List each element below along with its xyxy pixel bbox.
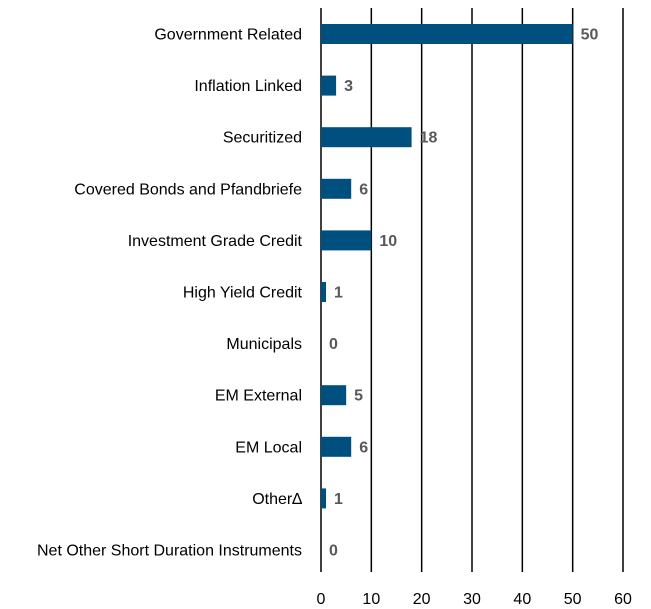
data-label: 5 [354, 388, 363, 405]
bars [321, 24, 573, 509]
category-label: Covered Bonds and Pfandbriefe [74, 181, 302, 198]
bar [321, 282, 327, 302]
category-label: Other∆ [252, 491, 302, 508]
bar [321, 385, 347, 406]
category-label: Inflation Linked [194, 78, 302, 95]
bar [321, 488, 327, 509]
data-label: 3 [344, 78, 353, 95]
bar [321, 230, 372, 251]
x-tick-label: 30 [463, 591, 481, 608]
bar [321, 75, 337, 96]
bar [321, 127, 412, 148]
category-label: High Yield Credit [183, 285, 303, 302]
category-label: Net Other Short Duration Instruments [37, 543, 302, 560]
x-axis-tick-labels: 0 10 20 30 40 50 60 [317, 591, 632, 608]
x-tick-label: 60 [614, 591, 632, 608]
data-label: 18 [420, 130, 438, 147]
x-tick-label: 40 [513, 591, 531, 608]
data-label: 10 [379, 233, 397, 250]
data-label: 0 [329, 543, 338, 560]
category-labels: Government Related Inflation Linked Securi… [37, 27, 303, 560]
x-tick-label: 0 [317, 591, 326, 608]
bar [321, 178, 352, 199]
data-label: 50 [581, 27, 599, 44]
data-label: 6 [359, 439, 368, 456]
category-label: EM Local [235, 439, 302, 456]
bar [321, 24, 573, 44]
category-label: EM External [215, 388, 302, 405]
category-label: Municipals [226, 336, 302, 353]
x-tick-label: 50 [564, 591, 582, 608]
x-tick-label: 10 [362, 591, 380, 608]
gridlines [320, 8, 624, 572]
data-label: 1 [334, 491, 343, 508]
data-label: 6 [359, 181, 368, 198]
bar [321, 436, 352, 457]
category-label: Investment Grade Credit [128, 233, 303, 250]
data-label: 0 [329, 336, 338, 353]
data-label: 1 [334, 285, 343, 302]
x-tick-label: 20 [413, 591, 431, 608]
category-label: Government Related [154, 27, 302, 44]
category-label: Securitized [223, 130, 302, 147]
